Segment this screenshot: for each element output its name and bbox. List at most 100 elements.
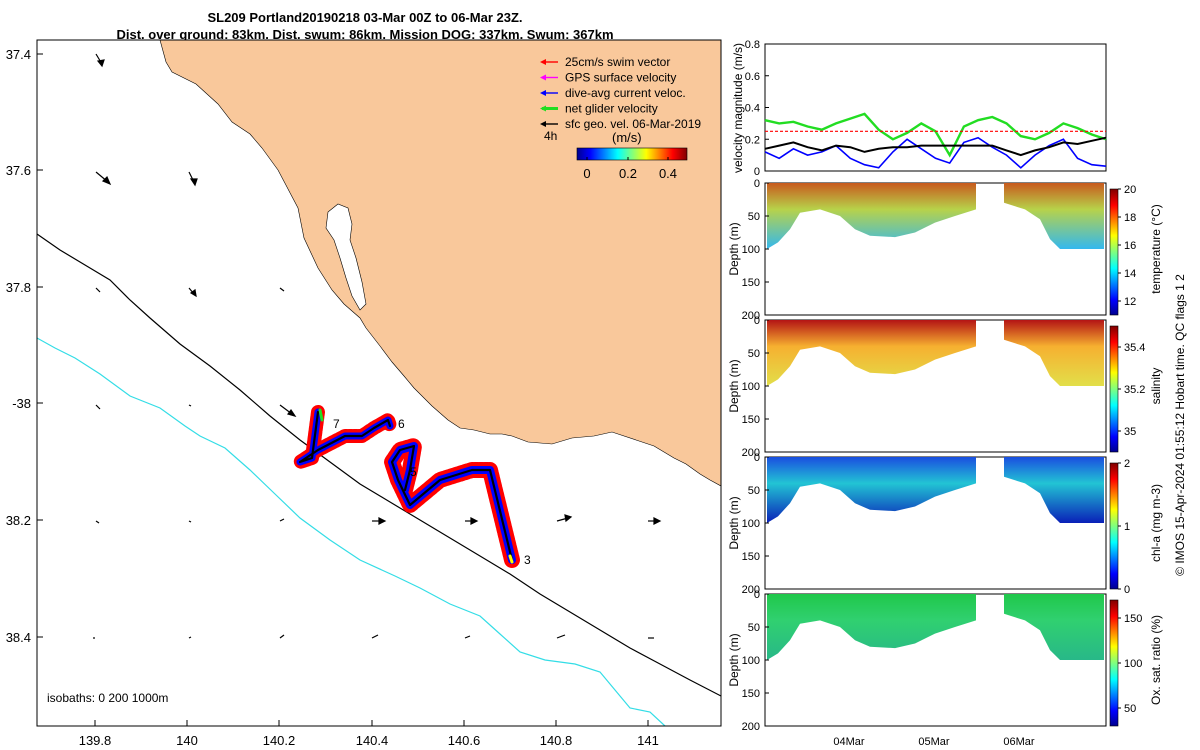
section-ytick-label: 50 xyxy=(748,485,760,497)
section-ytick-label: 100 xyxy=(742,244,760,256)
section-colorbar-label: salinity xyxy=(1149,368,1163,405)
map-y-ticks: 37.4 37.6 37.8 -38 38.2 38.4 xyxy=(6,47,43,645)
velocity-ylabel: velocity magnitude (m/s) xyxy=(731,43,745,173)
section-colorbar-tick-label: 35.4 xyxy=(1124,342,1145,354)
velocity-ytick-label: 0 xyxy=(754,166,760,178)
legend-entry: dive-avg current veloc. xyxy=(540,86,686,100)
section-ytick-label: 0 xyxy=(754,589,760,601)
section-ytick-label: 200 xyxy=(742,721,760,733)
colorbar-tick-label: 0.4 xyxy=(659,166,677,181)
section-colorbar-tick-label: 2 xyxy=(1124,458,1130,470)
legend-arrowhead xyxy=(540,59,546,65)
map-xtick-label: 141 xyxy=(637,733,659,748)
section-data-swath xyxy=(767,320,976,386)
section-data-swath xyxy=(767,183,976,249)
section-colorbar-tick-label: 16 xyxy=(1124,240,1136,252)
velocity-panel: 0 0.2 0.4 0.6 0.8 velocity magnitude (m/s) xyxy=(731,39,1107,178)
map-panel: 3 5 6 7 139.8 140 140.2 140.4 140.6 140.8 141 … xyxy=(6,39,722,748)
isobath-label: isobaths: 0 200 1000m xyxy=(47,691,168,705)
section-data-swath xyxy=(767,457,976,523)
section-ytick-label: 0 xyxy=(754,315,760,327)
track-marker-7: 7 xyxy=(333,417,340,431)
section-colorbar xyxy=(1109,599,1119,727)
time-tick-label: 05Mar xyxy=(918,736,950,748)
map-xtick-label: 139.8 xyxy=(79,733,112,748)
section-ylabel: Depth (m) xyxy=(727,633,741,686)
section-data-swath xyxy=(1004,320,1104,386)
isobath-1000 xyxy=(37,337,666,726)
legend-label: GPS surface velocity xyxy=(565,71,676,85)
section-data-swath xyxy=(1004,594,1104,660)
section-colorbar-tick-label: 150 xyxy=(1124,613,1142,625)
glider-track xyxy=(293,405,520,568)
section-ytick-label: 0 xyxy=(754,178,760,190)
section-ytick-label: 50 xyxy=(748,622,760,634)
section-panel-2: 0 50 100 150 200 Depth (m) 12 14 16 18 20 temperatu… xyxy=(727,178,1163,322)
colorbar-prefix: 4h xyxy=(544,129,557,143)
section-panel-3: 0 50 100 150 200 Depth (m) 35 35.2 35.4 salinity xyxy=(727,315,1163,459)
map-ytick-label: 37.8 xyxy=(6,280,31,295)
velocity-ytick-label: 0.2 xyxy=(745,134,760,146)
map-ytick-label: 37.6 xyxy=(6,163,31,178)
colorbar xyxy=(576,147,688,161)
legend-arrowhead xyxy=(540,105,546,112)
velocity-ytick-label: 0.6 xyxy=(745,71,760,83)
section-data-swath xyxy=(1004,183,1104,249)
colorbar-tick-label: 0 xyxy=(583,166,590,181)
section-ytick-label: 150 xyxy=(742,414,760,426)
legend-label: net glider velocity xyxy=(565,102,658,116)
legend-arrowhead xyxy=(540,74,546,81)
map-legend: 25cm/s swim vector GPS surface velocitydi… xyxy=(540,55,701,181)
map-ytick-label: -38 xyxy=(12,396,31,411)
colorbar-label: (m/s) xyxy=(612,130,642,145)
footer-text: © IMOS 15-Apr-2024 01:55:12 Hobart time.… xyxy=(1173,274,1187,576)
map-xtick-label: 140.4 xyxy=(356,733,389,748)
velocity-ytick-label: 0.4 xyxy=(745,103,760,115)
section-colorbar xyxy=(1109,325,1119,453)
section-panel-5: 0 50 100 150 200 Depth (m) 50 100 150 Ox. sat. ra… xyxy=(727,589,1163,733)
section-ytick-label: 150 xyxy=(742,277,760,289)
map-frame xyxy=(36,39,722,727)
geo-velocity-arrows xyxy=(93,53,662,639)
section-colorbar-label: Ox. sat. ratio (%) xyxy=(1149,615,1163,705)
legend-label: dive-avg current veloc. xyxy=(565,86,686,100)
section-ytick-label: 50 xyxy=(748,211,760,223)
section-ytick-label: 100 xyxy=(742,518,760,530)
track-marker-5: 5 xyxy=(410,465,417,479)
track-marker-3: 3 xyxy=(524,553,531,567)
section-colorbar-tick-label: 50 xyxy=(1124,703,1136,715)
legend-label: 25cm/s swim vector xyxy=(565,55,670,69)
map-x-ticks: 139.8 140 140.2 140.4 140.6 140.8 141 xyxy=(79,720,659,748)
figure-title: SL209 Portland20190218 03-Mar 00Z to 06-… xyxy=(207,10,522,25)
section-colorbar xyxy=(1109,188,1119,316)
legend-arrowhead xyxy=(540,90,546,96)
section-data-swath xyxy=(1004,457,1104,523)
legend-entry: sfc geo. vel. 06-Mar-2019 xyxy=(540,117,701,131)
map-ytick-label: 37.4 xyxy=(6,47,31,62)
map-ytick-label: 38.4 xyxy=(6,630,31,645)
section-ylabel: Depth (m) xyxy=(727,359,741,412)
isobath-200 xyxy=(37,233,721,697)
section-colorbar-tick-label: 20 xyxy=(1124,184,1136,196)
time-tick-label: 06Mar xyxy=(1003,736,1035,748)
section-colorbar-label: chl-a (mg m-3) xyxy=(1149,484,1163,562)
section-ytick-label: 100 xyxy=(742,381,760,393)
section-ytick-label: 200 xyxy=(742,584,760,596)
legend-label: sfc geo. vel. 06-Mar-2019 xyxy=(565,117,701,131)
velocity-series-3 xyxy=(764,136,1107,157)
velocity-ytick-label: 0.8 xyxy=(745,39,760,51)
section-ylabel: Depth (m) xyxy=(727,222,741,275)
track-marker-6: 6 xyxy=(398,417,405,431)
figure-subtitle: Dist. over ground: 83km. Dist. swum: 86k… xyxy=(116,27,613,42)
section-colorbar-tick-label: 35 xyxy=(1124,426,1136,438)
section-ytick-label: 100 xyxy=(742,655,760,667)
section-panel-4: 0 50 100 150 200 Depth (m) 0 1 2 chl-a (mg m-3) xyxy=(727,452,1163,596)
section-ytick-label: 0 xyxy=(754,452,760,464)
section-colorbar-tick-label: 0 xyxy=(1124,584,1130,596)
section-ytick-label: 200 xyxy=(742,310,760,322)
section-colorbar-tick-label: 100 xyxy=(1124,658,1142,670)
lagoon xyxy=(325,203,367,311)
section-colorbar-label: temperature (°C) xyxy=(1149,204,1163,294)
section-ytick-label: 50 xyxy=(748,348,760,360)
